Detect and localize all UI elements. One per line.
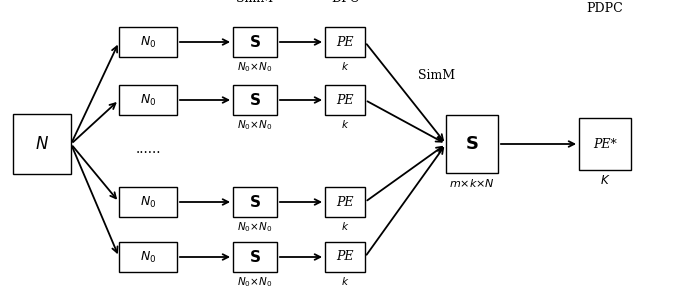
- Text: $k$: $k$: [341, 60, 349, 72]
- Text: PDPC: PDPC: [586, 2, 623, 15]
- Bar: [119, 242, 177, 272]
- Text: DPC: DPC: [331, 0, 359, 5]
- Text: $k$: $k$: [341, 220, 349, 232]
- Bar: [233, 242, 277, 272]
- Text: $N_0$: $N_0$: [140, 249, 156, 265]
- Bar: [325, 242, 365, 272]
- Text: $N_0$: $N_0$: [140, 195, 156, 210]
- Text: $\mathbf{S}$: $\mathbf{S}$: [465, 135, 479, 153]
- Text: PE: PE: [336, 195, 353, 208]
- Text: $N_0{\times}N_0$: $N_0{\times}N_0$: [238, 220, 273, 234]
- Text: $k$: $k$: [341, 275, 349, 287]
- Text: SimM: SimM: [236, 0, 273, 5]
- Bar: [325, 27, 365, 57]
- Text: $N_0$: $N_0$: [140, 92, 156, 108]
- Bar: [119, 187, 177, 217]
- Bar: [446, 115, 498, 173]
- Text: $\mathbf{S}$: $\mathbf{S}$: [249, 34, 261, 50]
- Text: PE: PE: [336, 36, 353, 49]
- Text: $N_0{\times}N_0$: $N_0{\times}N_0$: [238, 60, 273, 74]
- Text: $N_0$: $N_0$: [140, 34, 156, 50]
- Text: $k$: $k$: [341, 118, 349, 130]
- Text: $\mathbf{S}$: $\mathbf{S}$: [249, 194, 261, 210]
- Bar: [13, 114, 71, 174]
- Text: $K$: $K$: [600, 174, 610, 187]
- Bar: [325, 187, 365, 217]
- Text: PE: PE: [336, 251, 353, 263]
- Text: $\mathbf{S}$: $\mathbf{S}$: [249, 249, 261, 265]
- Text: PE: PE: [336, 94, 353, 106]
- Text: PE*: PE*: [593, 137, 617, 150]
- Text: $\mathbf{S}$: $\mathbf{S}$: [249, 92, 261, 108]
- Text: $m{\times}k{\times}N$: $m{\times}k{\times}N$: [449, 177, 495, 189]
- Bar: [233, 187, 277, 217]
- Text: $N_0{\times}N_0$: $N_0{\times}N_0$: [238, 118, 273, 132]
- Text: $N$: $N$: [35, 135, 49, 152]
- Bar: [119, 27, 177, 57]
- Bar: [233, 27, 277, 57]
- Text: SimM: SimM: [418, 69, 455, 82]
- Bar: [233, 85, 277, 115]
- Text: $N_0{\times}N_0$: $N_0{\times}N_0$: [238, 275, 273, 287]
- Bar: [325, 85, 365, 115]
- Bar: [579, 118, 631, 170]
- Bar: [119, 85, 177, 115]
- Text: ......: ......: [135, 142, 161, 156]
